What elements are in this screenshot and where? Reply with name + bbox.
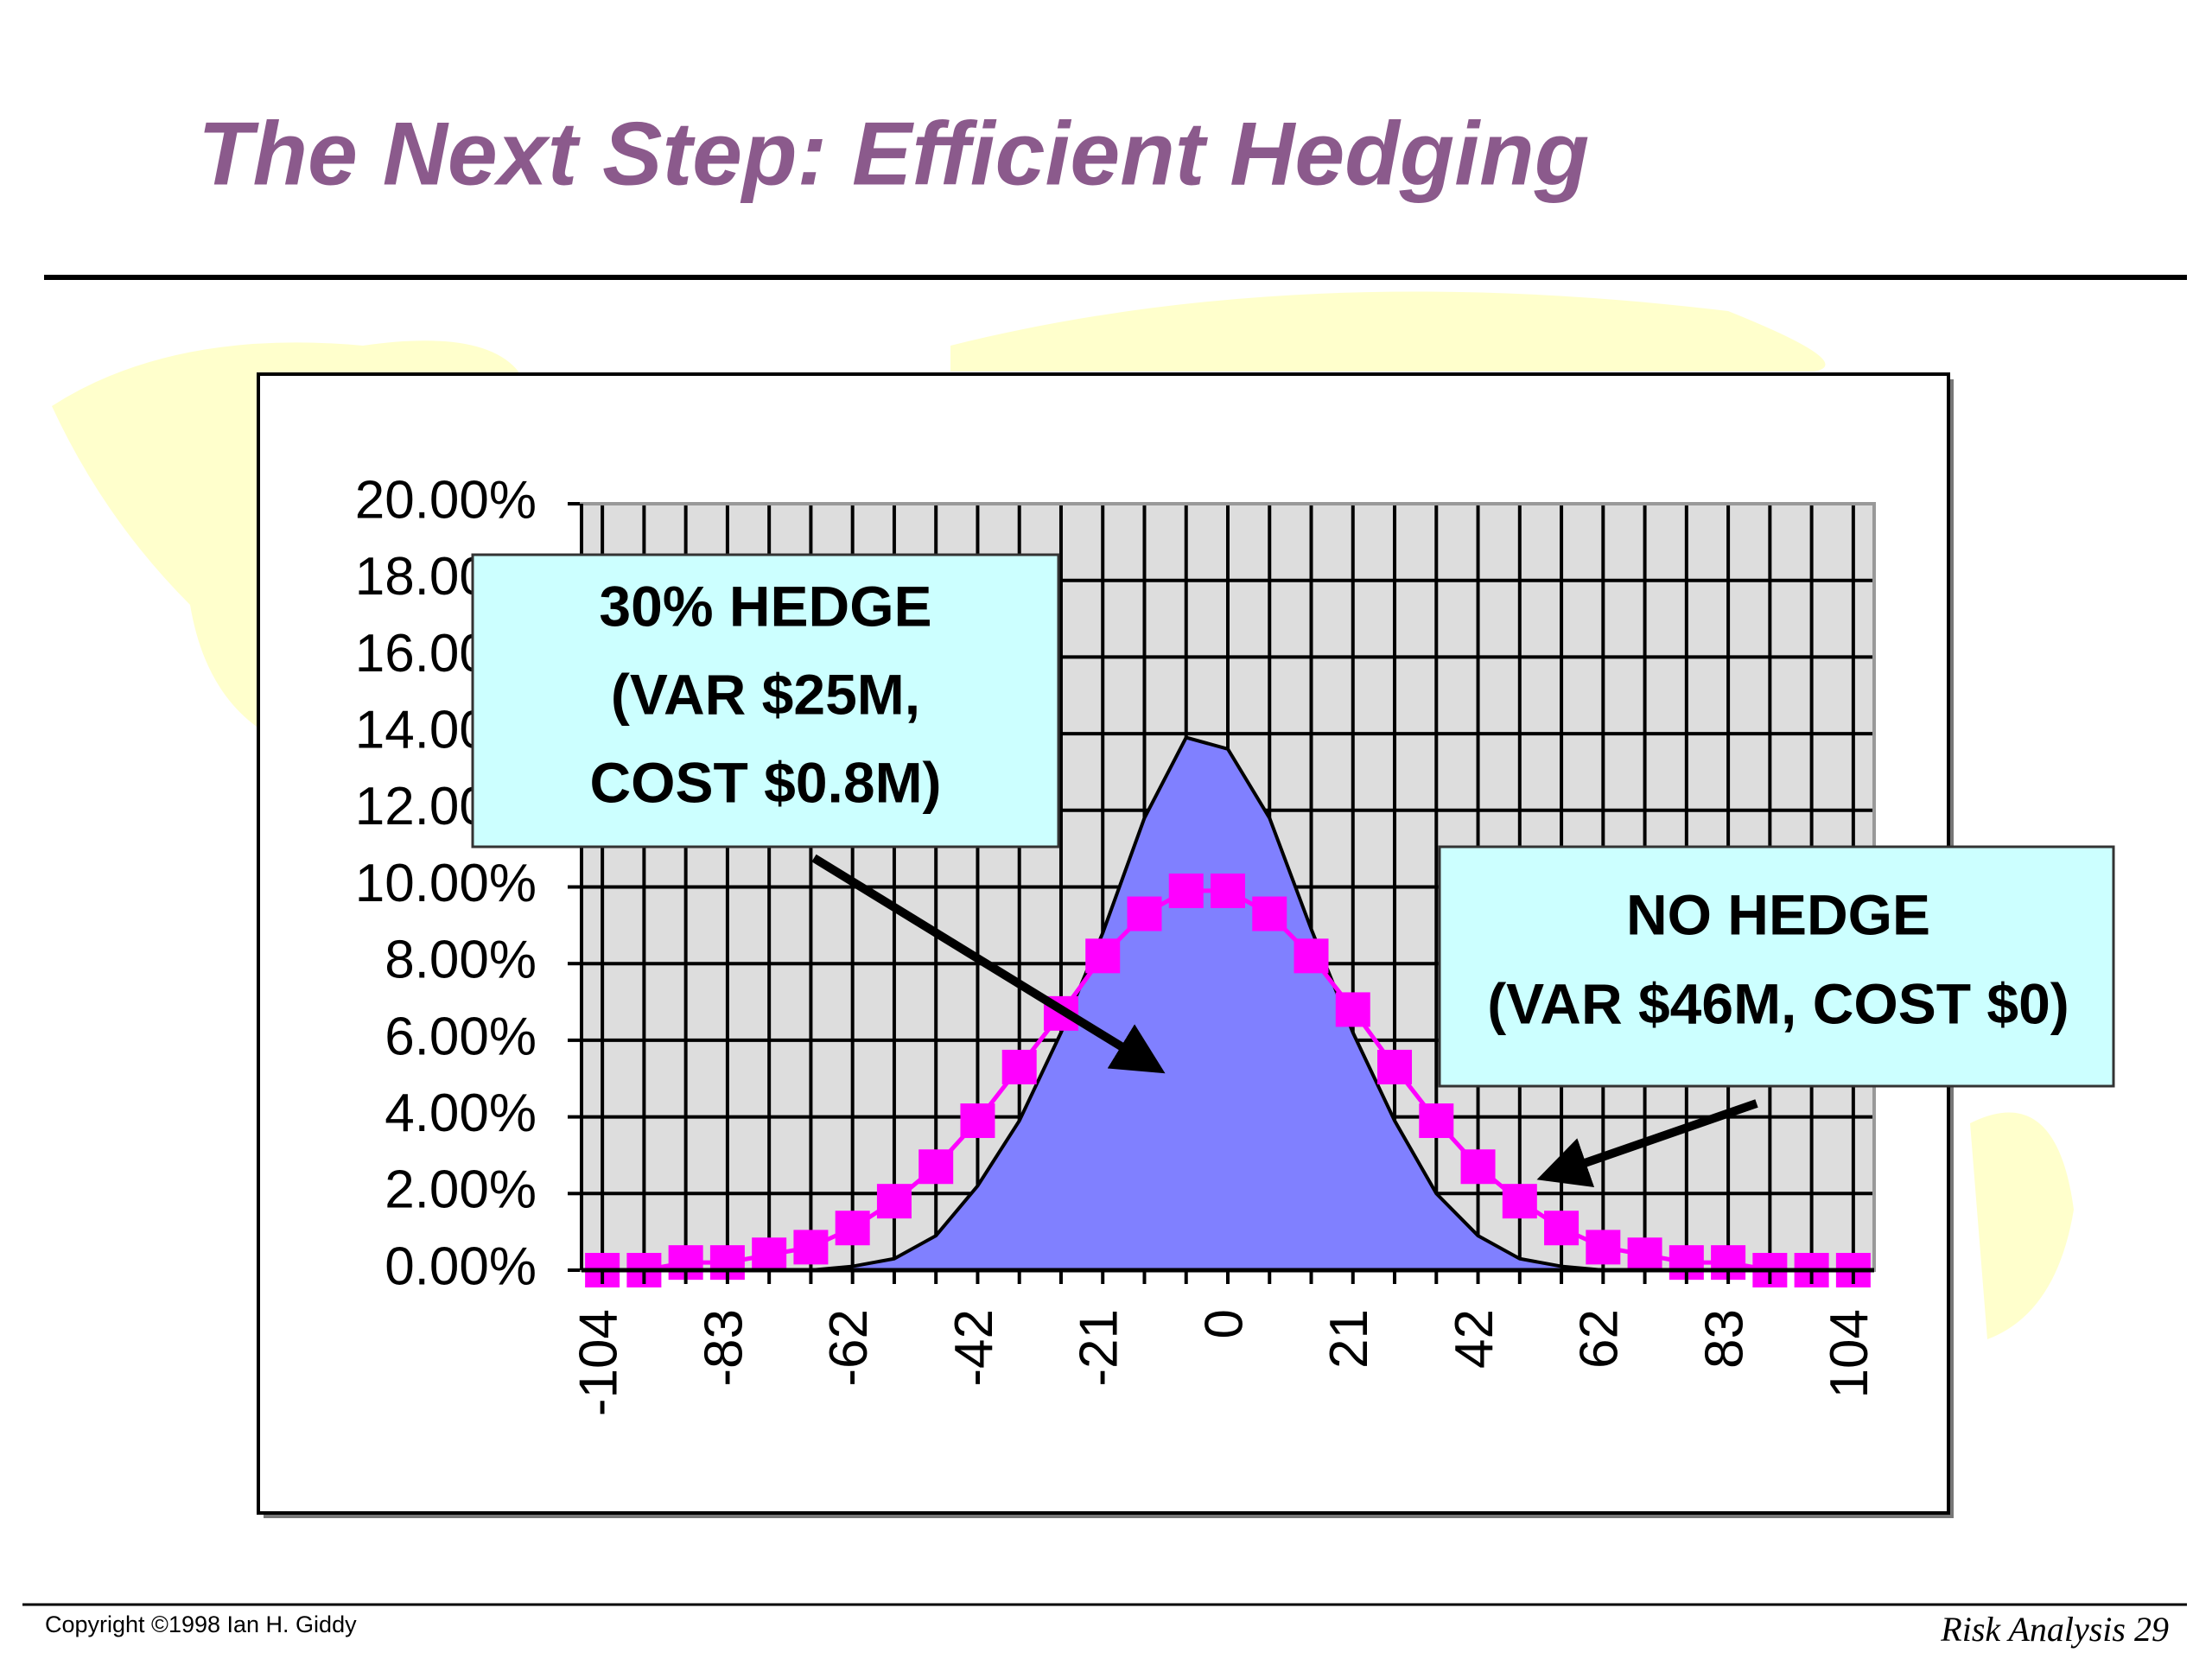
y-tick-label: 4.00%	[385, 1084, 537, 1143]
x-tick-label: 62	[1570, 1309, 1630, 1369]
marker	[1252, 896, 1287, 931]
x-tick-label: -42	[944, 1309, 1004, 1387]
marker	[1627, 1237, 1662, 1273]
y-tick-label: 20.00%	[355, 470, 537, 530]
marker	[1335, 992, 1370, 1027]
x-tick-label: -21	[1070, 1309, 1129, 1387]
annotation-text: NO HEDGE	[1626, 882, 1930, 946]
marker	[1211, 873, 1245, 908]
marker	[1001, 1049, 1037, 1084]
slide-title: The Next Step: Efficient Hedging	[198, 104, 1589, 204]
marker	[1127, 896, 1162, 931]
marker	[1502, 1184, 1537, 1219]
marker	[918, 1149, 954, 1185]
marker	[1377, 1049, 1413, 1084]
continent	[1970, 1112, 2074, 1339]
x-tick-label: -83	[694, 1309, 753, 1387]
marker	[1294, 938, 1329, 974]
copyright: Copyright ©1998 Ian H. Giddy	[45, 1611, 357, 1637]
annotation-text: (VAR $46M, COST $0)	[1487, 971, 2069, 1035]
marker	[876, 1184, 912, 1219]
x-tick-label: 83	[1694, 1309, 1754, 1369]
marker	[1085, 938, 1121, 974]
y-tick-label: 10.00%	[355, 854, 537, 913]
annotation-text: 30% HEDGE	[599, 574, 931, 638]
y-tick-label: 8.00%	[385, 931, 537, 990]
annotation-box	[1438, 845, 2115, 1088]
marker	[1460, 1149, 1496, 1185]
arrow	[811, 854, 1166, 1074]
y-tick-label: 2.00%	[385, 1160, 537, 1220]
annotation-text: (VAR $25M,	[611, 662, 920, 726]
marker	[1586, 1230, 1621, 1265]
annotation-text: COST $0.8M)	[589, 750, 941, 814]
marker	[752, 1237, 787, 1273]
x-tick-label: -104	[569, 1309, 629, 1416]
y-tick-label: 0.00%	[385, 1236, 537, 1296]
marker	[1419, 1103, 1454, 1139]
marker	[960, 1103, 995, 1139]
page-label: Risk Analysis 29	[1940, 1610, 2169, 1649]
annotation-box	[471, 553, 1060, 849]
arrow	[1536, 1099, 1758, 1187]
y-tick-label: 6.00%	[385, 1007, 537, 1066]
x-tick-label: 21	[1319, 1309, 1379, 1369]
x-tick-label: 0	[1194, 1309, 1254, 1338]
x-tick-label: -62	[819, 1309, 879, 1387]
x-tick-label: 104	[1820, 1309, 1879, 1398]
marker	[835, 1211, 870, 1246]
continent	[950, 291, 1826, 372]
annotation-30-hedge: 30% HEDGE (VAR $25M, COST $0.8M)	[471, 553, 1060, 849]
marker	[1168, 873, 1204, 908]
marker	[1544, 1211, 1580, 1246]
x-tick-label: 42	[1445, 1309, 1504, 1369]
marker	[793, 1230, 829, 1265]
annotation-no-hedge: NO HEDGE (VAR $46M, COST $0)	[1438, 845, 2115, 1088]
